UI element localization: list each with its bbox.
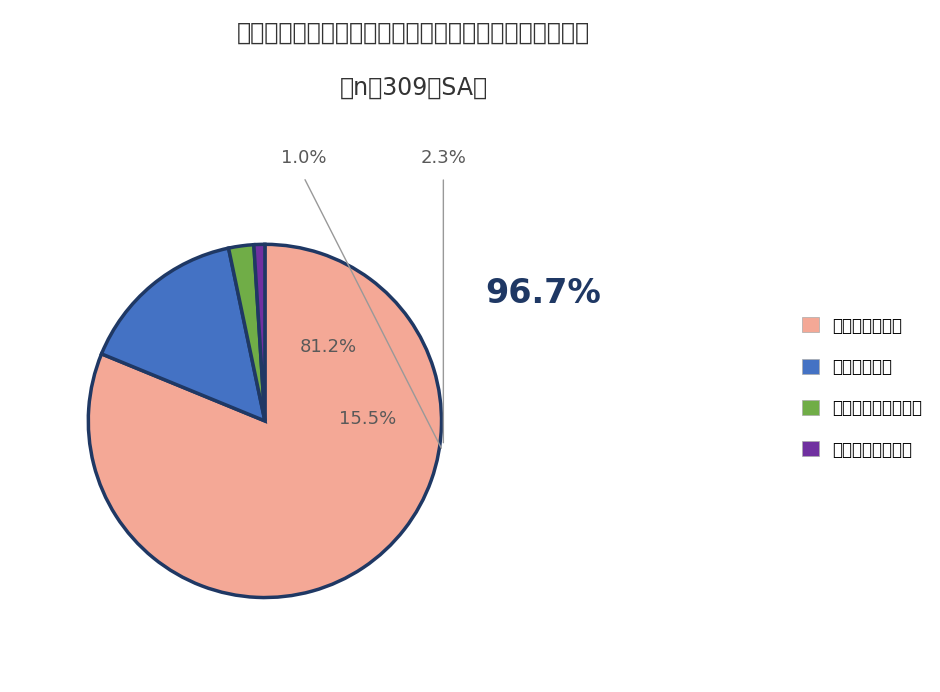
Text: （n＝309、SA）: （n＝309、SA）	[339, 76, 488, 100]
Wedge shape	[102, 248, 265, 421]
Wedge shape	[228, 245, 265, 421]
Text: 15.5%: 15.5%	[338, 410, 396, 428]
Text: 81.2%: 81.2%	[300, 338, 356, 356]
Wedge shape	[254, 244, 265, 421]
Text: 96.7%: 96.7%	[486, 277, 602, 310]
Wedge shape	[88, 244, 442, 597]
Legend: とてもそう思う, 少しそう思う, あまりそう思わない, 全くそう思わない: とてもそう思う, 少しそう思う, あまりそう思わない, 全くそう思わない	[802, 316, 922, 459]
Text: 子どもの職業選択は本人の好きにさせたいと思いますか: 子どもの職業選択は本人の好きにさせたいと思いますか	[237, 21, 590, 45]
Text: 2.3%: 2.3%	[420, 149, 466, 167]
Text: 1.0%: 1.0%	[281, 149, 326, 167]
